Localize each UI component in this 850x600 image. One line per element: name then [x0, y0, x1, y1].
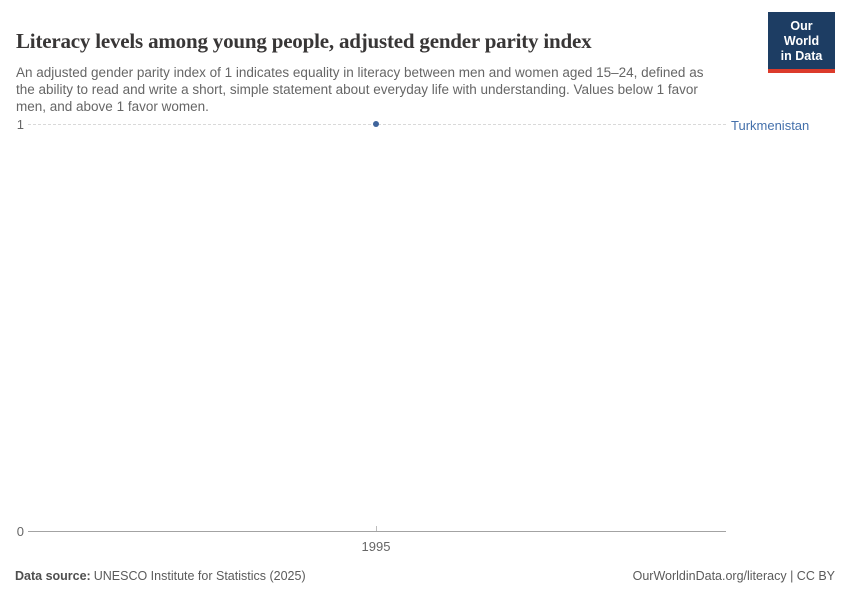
owid-logo-line1: Our World	[783, 19, 820, 48]
chart-subtitle: An adjusted gender parity index of 1 ind…	[16, 64, 704, 114]
x-axis-tick-mark	[376, 526, 377, 531]
footer-credit-link[interactable]: OurWorldinData.org/literacy | CC BY	[632, 569, 835, 583]
page-title: Literacy levels among young people, adju…	[16, 29, 592, 54]
y-axis-tick-label-1: 1	[16, 117, 24, 132]
owid-logo[interactable]: Our World in Data	[768, 12, 835, 73]
data-source-value: UNESCO Institute for Statistics (2025)	[93, 569, 306, 583]
data-point[interactable]	[373, 121, 379, 127]
y-axis-tick-label-0: 0	[16, 524, 24, 539]
x-axis-tick-label: 1995	[361, 539, 391, 554]
x-axis-line	[28, 531, 726, 532]
footer-data-source: Data source: UNESCO Institute for Statist…	[15, 569, 306, 583]
data-source-label: Data source:	[15, 569, 91, 583]
owid-logo-line2: in Data	[780, 49, 823, 63]
entity-label[interactable]: Turkmenistan	[731, 118, 810, 133]
